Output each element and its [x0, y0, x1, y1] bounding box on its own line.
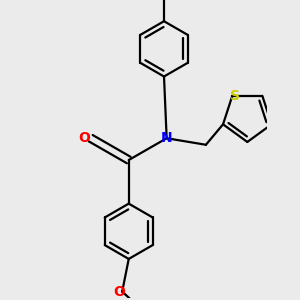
Text: N: N — [161, 131, 172, 145]
Text: S: S — [230, 89, 240, 103]
Text: O: O — [79, 131, 90, 145]
Text: O: O — [114, 285, 125, 298]
